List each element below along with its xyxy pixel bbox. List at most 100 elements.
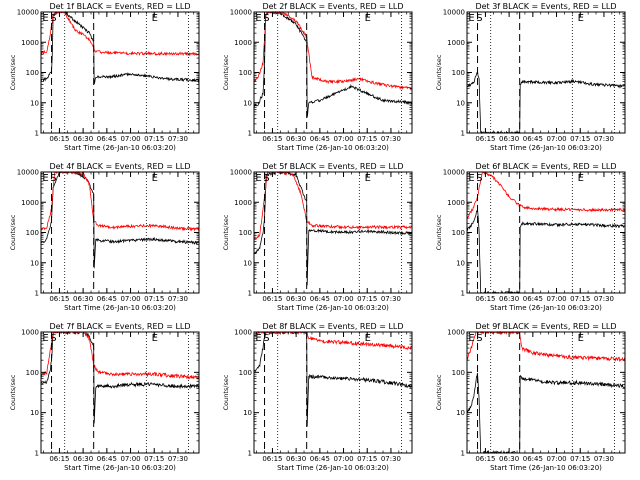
- x-axis-label: Start Time (26-Jan-10 06:03:20): [490, 304, 602, 312]
- y-tick-label: 1: [248, 130, 252, 138]
- panel-title: Det 1f BLACK = Events, RED = LLD: [49, 2, 190, 11]
- series-lld: [40, 11, 200, 57]
- x-axis-label: Start Time (26-Jan-10 06:03:20): [64, 144, 176, 152]
- x-tick-label: 06:15: [262, 455, 282, 463]
- marker-label-s: S: [476, 173, 482, 184]
- y-axis-label: Counts/sec: [222, 214, 230, 250]
- panel-title: Det 3f BLACK = Events, RED = LLD: [475, 2, 616, 11]
- panel-det-3: Det 3f BLACK = Events, RED = LLD Counts/s…: [435, 2, 626, 152]
- x-tick-label: 07:15: [144, 455, 164, 463]
- y-tick-label: 1000: [21, 39, 39, 47]
- x-tick-label: 07:30: [594, 295, 614, 303]
- x-tick-label: 07:00: [546, 455, 566, 463]
- x-tick-label: 07:15: [570, 295, 590, 303]
- x-tick-label: 06:15: [475, 295, 495, 303]
- x-tick-label: 07:15: [357, 295, 377, 303]
- plot-frame: [253, 331, 413, 454]
- y-tick-label: 1000: [234, 39, 252, 47]
- x-tick-label: 07:00: [333, 295, 353, 303]
- x-axis-label: Start Time (26-Jan-10 06:03:20): [64, 464, 176, 472]
- panel-title: Det 7f BLACK = Events, RED = LLD: [49, 322, 190, 331]
- marker-label-e: E: [152, 13, 158, 24]
- y-tick-label: 100: [239, 229, 252, 237]
- panel-title: Det 4f BLACK = Events, RED = LLD: [49, 162, 190, 171]
- x-tick-label: 06:15: [49, 135, 69, 143]
- marker-label-e: E: [255, 13, 261, 24]
- x-tick-label: 07:30: [168, 455, 188, 463]
- plot-frame: [466, 331, 626, 454]
- x-tick-label: 07:00: [333, 135, 353, 143]
- y-axis-label: Counts/sec: [222, 54, 230, 90]
- x-tick-label: 07:00: [546, 135, 566, 143]
- y-tick-label: 10: [30, 259, 39, 267]
- y-tick-label: 1: [461, 290, 465, 298]
- y-tick-label: 1: [35, 290, 39, 298]
- x-tick-label: 07:15: [570, 455, 590, 463]
- x-tick-label: 07:15: [144, 135, 164, 143]
- x-tick-label: 06:30: [286, 135, 306, 143]
- marker-label-s: S: [476, 13, 482, 24]
- y-tick-label: 100: [239, 369, 252, 377]
- x-tick-label: 06:30: [73, 295, 93, 303]
- marker-label-e: E: [365, 13, 371, 24]
- x-tick-label: 07:30: [594, 455, 614, 463]
- y-tick-label: 100: [452, 229, 465, 237]
- series-lld: [466, 171, 626, 220]
- panel-title: Det 8f BLACK = Events, RED = LLD: [262, 322, 403, 331]
- marker-label-e: E: [578, 13, 584, 24]
- y-tick-label: 1000: [447, 39, 465, 47]
- y-tick-label: 10: [243, 259, 252, 267]
- plot-frame: [40, 331, 200, 454]
- panel-title: Det 5f BLACK = Events, RED = LLD: [262, 162, 403, 171]
- y-tick-label: 1: [461, 130, 465, 138]
- y-tick-label: 1000: [447, 199, 465, 207]
- marker-label-e: E: [42, 13, 48, 24]
- y-tick-label: 10000: [230, 9, 252, 17]
- marker-label-e: E: [365, 333, 371, 344]
- x-tick-label: 07:15: [144, 295, 164, 303]
- y-tick-label: 1: [248, 450, 252, 458]
- x-tick-label: 06:30: [499, 455, 519, 463]
- x-tick-label: 07:00: [120, 455, 140, 463]
- marker-label-e: E: [255, 173, 261, 184]
- marker-label-s: S: [50, 173, 56, 184]
- y-tick-label: 10: [456, 99, 465, 107]
- x-tick-label: 07:15: [357, 135, 377, 143]
- y-tick-label: 1000: [21, 329, 39, 337]
- y-axis-label: Counts/sec: [435, 374, 443, 410]
- x-tick-label: 06:30: [286, 455, 306, 463]
- panel-det-1: Det 1f BLACK = Events, RED = LLD Counts/s…: [9, 2, 200, 152]
- y-tick-label: 10000: [17, 169, 39, 177]
- panel-det-6: Det 6f BLACK = Events, RED = LLD Counts/s…: [435, 162, 626, 312]
- x-tick-label: 07:00: [120, 295, 140, 303]
- y-tick-label: 1000: [234, 199, 252, 207]
- x-tick-label: 06:45: [523, 455, 543, 463]
- x-axis-label: Start Time (26-Jan-10 06:03:20): [490, 464, 602, 472]
- y-axis-label: Counts/sec: [435, 54, 443, 90]
- x-tick-label: 06:45: [310, 455, 330, 463]
- panel-title: Det 9f BLACK = Events, RED = LLD: [475, 322, 616, 331]
- x-tick-label: 06:45: [97, 455, 117, 463]
- y-tick-label: 10000: [230, 169, 252, 177]
- x-tick-label: 06:15: [475, 135, 495, 143]
- x-tick-label: 06:15: [262, 295, 282, 303]
- x-tick-label: 07:30: [168, 295, 188, 303]
- marker-label-s: S: [50, 13, 56, 24]
- x-tick-label: 06:45: [310, 135, 330, 143]
- y-tick-label: 10000: [443, 9, 465, 17]
- x-tick-label: 06:45: [310, 295, 330, 303]
- y-tick-label: 1000: [234, 329, 252, 337]
- x-tick-label: 06:45: [97, 135, 117, 143]
- x-tick-label: 06:45: [97, 295, 117, 303]
- x-tick-label: 06:15: [49, 295, 69, 303]
- y-tick-label: 1000: [447, 329, 465, 337]
- marker-label-e: E: [578, 333, 584, 344]
- x-tick-label: 06:15: [262, 135, 282, 143]
- x-axis-label: Start Time (26-Jan-10 06:03:20): [277, 144, 389, 152]
- panel-title: Det 6f BLACK = Events, RED = LLD: [475, 162, 616, 171]
- marker-label-s: S: [50, 333, 56, 344]
- x-tick-label: 06:15: [475, 455, 495, 463]
- y-tick-label: 10: [243, 409, 252, 417]
- marker-label-e: E: [152, 333, 158, 344]
